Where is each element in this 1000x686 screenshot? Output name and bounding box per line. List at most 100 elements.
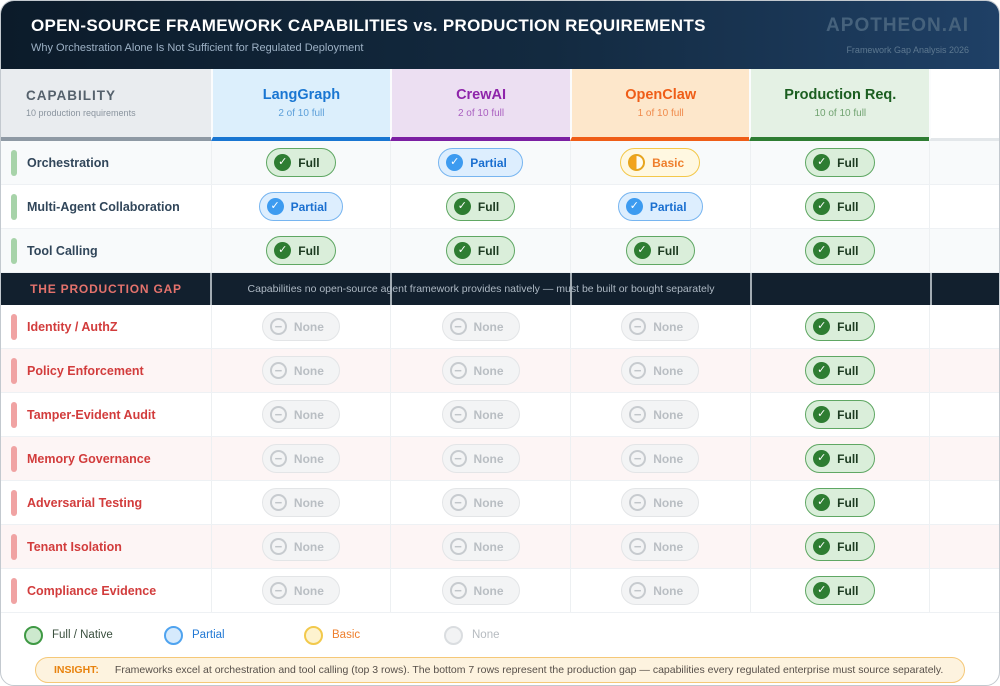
crewai-cell: ✓ Full [390,229,570,272]
legend-label: None [472,629,500,641]
langgraph-cell: − None [210,393,391,436]
production-cell: ✓ Full [749,481,930,524]
none-status-icon [444,625,463,645]
status-label: None [293,583,324,598]
status-badge-none: − None [621,576,700,605]
status-label: None [473,451,504,466]
capability-cell: Compliance Evidence [1,569,211,612]
status-badge-none: − None [621,532,700,561]
row-accent-bar [11,445,17,472]
status-badge-full: ✓ Full [266,236,336,265]
minus-icon: − [449,494,467,511]
status-label: None [473,539,504,554]
crewai-cell: ✓ Full [390,185,570,228]
column-label: Production Req. [784,87,897,103]
half-circle-icon [628,154,646,171]
openclaw-cell: − None [569,437,750,480]
column-separator [930,273,932,305]
spacer-cell [929,481,999,524]
status-badge-none: − None [441,356,520,385]
status-label: Full [298,243,320,258]
minus-icon: − [629,582,647,599]
status-badge-partial: ✓ Partial [438,148,523,177]
status-label: Basic [652,155,685,170]
capability-label: Identity / AuthZ [27,319,118,334]
crewai-cell: − None [390,437,570,480]
status-badge-none: − None [261,532,340,561]
row-accent-bar [11,149,17,176]
crewai-cell: − None [390,569,570,612]
openclaw-cell: − None [569,305,750,348]
status-badge-none: − None [441,488,520,517]
production-cell: ✓ Full [749,349,930,392]
minus-icon: − [269,406,287,423]
status-badge-full: ✓ Full [805,532,875,561]
status-badge-full: ✓ Full [445,236,516,265]
check-icon: ✓ [813,406,831,423]
legend-label: Full / Native [52,629,113,641]
status-label: Full [837,583,859,598]
status-label: None [653,451,684,466]
status-label: Full [837,319,859,334]
status-badge-full: ✓ Full [805,488,875,517]
row-accent-bar [11,357,17,384]
status-label: None [293,407,324,422]
check-icon: ✓ [274,242,292,259]
capability-label: Compliance Evidence [27,583,157,598]
capability-cell: Orchestration [1,141,211,184]
check-icon: ✓ [813,242,831,259]
minus-icon: − [449,406,467,423]
openclaw-cell: − None [569,481,750,524]
capability-cell: Tool Calling [1,229,211,272]
minus-icon: − [269,538,287,555]
minus-icon: − [269,582,287,599]
langgraph-cell: ✓ Full [210,229,391,272]
table-row: Adversarial Testing − None − None − None ✓ F… [1,481,999,525]
legend-label: Basic [332,629,361,641]
status-label: Full [298,155,320,170]
langgraph-cell: − None [210,569,391,612]
status-label: None [473,319,504,334]
page-title: OPEN-SOURCE FRAMEWORK CAPABILITIES vs. P… [31,16,706,35]
brand-subtitle: Framework Gap Analysis 2026 [846,45,969,55]
status-label: None [293,363,324,378]
check-icon: ✓ [813,154,831,171]
table-row: Tamper-Evident Audit − None − None − None ✓… [1,393,999,437]
status-label: None [473,363,504,378]
gap-rows: Identity / AuthZ − None − None − None ✓ Full… [1,305,999,613]
page-subtitle: Why Orchestration Alone Is Not Sufficien… [31,42,364,54]
capability-label: Policy Enforcement [27,363,144,378]
row-accent-bar [11,577,17,604]
brand-logo-text: APOTHEON.AI [826,15,969,36]
minus-icon: − [629,406,647,423]
status-badge-none: − None [261,444,340,473]
status-badge-none: − None [441,576,520,605]
openclaw-cell: − None [569,569,750,612]
column-header-crewai: CrewAI 2 of 10 full [390,69,570,141]
insight-label: INSIGHT: [54,664,99,676]
partial-status-icon [164,625,183,645]
status-label: None [293,451,324,466]
langgraph-cell: − None [210,481,391,524]
insight-bar-wrap: INSIGHT: Frameworks excel at orchestrati… [1,657,999,685]
minus-icon: − [449,538,467,555]
column-separator [570,273,572,305]
status-label: Full [837,363,859,378]
minus-icon: − [629,362,647,379]
spacer-cell [929,393,999,436]
status-label: Full [477,243,500,258]
status-badge-none: − None [621,356,700,385]
status-badge-none: − None [621,312,700,341]
langgraph-cell: − None [210,305,391,348]
status-label: None [653,407,684,422]
capability-label: Tenant Isolation [27,539,122,554]
column-separator [390,273,392,305]
capability-cell: Multi-Agent Collaboration [1,185,211,228]
framework-rows: Orchestration ✓ Full ✓ Partial Basic ✓ Full… [1,141,999,273]
status-badge-full: ✓ Full [805,400,875,429]
openclaw-cell: − None [569,393,750,436]
minus-icon: − [449,582,467,599]
status-label: Full [837,451,859,466]
status-label: Full [837,155,859,170]
legend-item-full: Full / Native [24,625,164,645]
